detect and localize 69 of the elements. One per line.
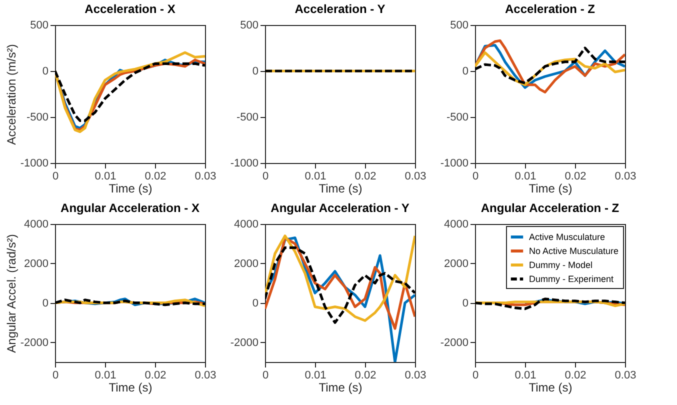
x-axis-title: Time (s) [108,380,152,394]
x-axis-title: Time (s) [528,182,572,196]
x-tick-label: 0 [472,370,479,382]
y-tick-label: 0 [462,297,468,310]
chart-title: Acceleration - Y [294,2,386,16]
x-tick-label: 0.02 [144,170,166,182]
x-tick-label: 0 [472,170,479,182]
chart-title: Angular Acceleration - Z [480,201,620,215]
line-series [475,298,625,310]
x-tick-label: 0 [262,370,269,382]
x-tick-label: 0.03 [404,370,426,382]
y-tick-label: 0 [42,66,48,78]
x-tick-label: 0.03 [194,370,216,382]
y-tick-label: 2000 [24,258,48,270]
x-tick-label: 0.01 [304,370,326,382]
y-tick-label: -2000 [230,336,258,349]
y-tick-label: -500 [26,112,48,124]
x-axis-title: Time (s) [108,182,152,196]
x-tick-label: 0.02 [144,370,166,382]
x-tick-label: 0 [52,170,59,182]
x-tick-label: 0 [262,170,269,182]
y-tick-label: 0 [252,66,258,78]
y-tick-label: 0 [252,297,258,310]
x-tick-label: 0.03 [614,370,636,382]
chart-title: Angular Acceleration - X [60,201,200,215]
x-tick-label: 0.01 [304,170,326,182]
y-tick-label: -1000 [20,158,48,170]
legend-label: No Active Musculature [529,246,619,256]
y-tick-label: -500 [236,112,258,124]
x-axis-title: Time (s) [318,380,362,394]
y-axis-title: Acceleration (m/s²) [4,44,18,145]
x-tick-label: 0.01 [514,170,536,182]
y-tick-label: -2000 [440,336,468,349]
chart-title: Angular Acceleration - Y [270,201,410,215]
y-tick-label: 4000 [24,218,48,230]
x-tick-label: 0.02 [354,370,376,382]
y-tick-label: -1000 [440,158,468,170]
y-tick-label: 500 [30,20,48,32]
x-axis-title: Time (s) [318,182,362,196]
x-tick-label: 0.03 [614,170,636,182]
y-tick-label: 500 [240,20,258,32]
x-tick-label: 0.01 [94,370,116,382]
x-tick-label: 0.03 [404,170,426,182]
x-tick-label: 0.02 [564,170,586,182]
y-tick-label: 4000 [444,218,468,230]
x-tick-label: 0 [52,370,59,382]
x-axis-title: Time (s) [528,380,572,394]
y-tick-label: 500 [450,20,468,32]
y-tick-label: 4000 [234,218,258,230]
y-tick-label: -1000 [230,158,258,170]
legend-label: Active Musculature [529,232,606,242]
y-tick-label: 0 [42,297,48,310]
line-series [265,246,415,324]
y-tick-label: 0 [462,66,468,78]
y-tick-label: -500 [446,112,468,124]
y-tick-label: 2000 [234,258,258,270]
line-series [55,62,205,122]
chart-title: Acceleration - Z [504,2,596,16]
x-tick-label: 0.01 [514,370,536,382]
y-tick-label: -2000 [20,336,48,349]
x-tick-label: 0.01 [94,170,116,182]
legend-label: Dummy - Experiment [529,274,614,284]
y-axis-title: Angular Accel. (rad/s²) [4,234,18,353]
y-tick-label: 2000 [444,258,468,270]
legend-label: Dummy - Model [529,260,593,270]
x-tick-label: 0.02 [354,170,376,182]
x-tick-label: 0.03 [194,170,216,182]
chart-title: Acceleration - X [84,2,176,16]
x-tick-label: 0.02 [564,370,586,382]
